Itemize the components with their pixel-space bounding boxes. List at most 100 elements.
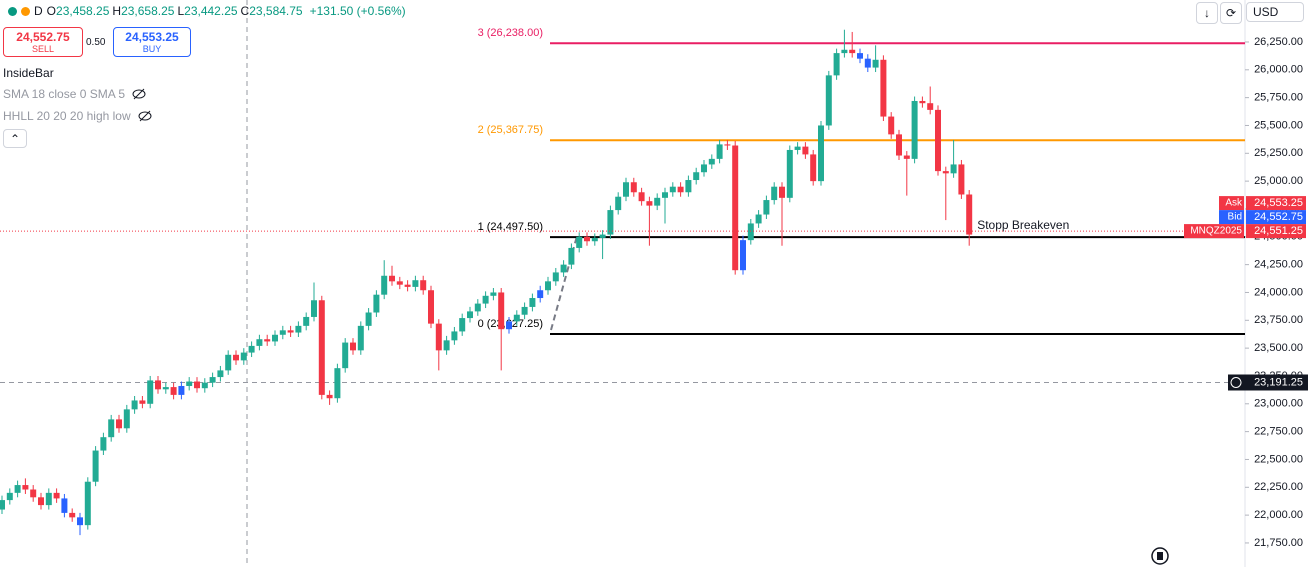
candle-body xyxy=(677,186,684,193)
hidden-icon[interactable] xyxy=(137,109,153,123)
bottom-icon[interactable] xyxy=(1151,547,1169,565)
candle-body xyxy=(833,53,840,76)
y-tick-label: 25,250.00 xyxy=(1254,147,1303,159)
candle-body xyxy=(396,281,403,285)
indicator[interactable]: InsideBar xyxy=(3,66,54,80)
candle-body xyxy=(630,182,637,193)
candle-body xyxy=(116,419,122,429)
candle-body xyxy=(755,214,762,224)
candle-body xyxy=(186,381,193,386)
price-label: 24,553.25 xyxy=(1254,197,1303,209)
candle-body xyxy=(240,352,247,361)
candle-body xyxy=(950,164,957,174)
download-button[interactable]: ↓ xyxy=(1196,2,1218,24)
candle-body xyxy=(802,146,809,155)
candle-body xyxy=(529,298,536,307)
candle-body xyxy=(412,280,419,287)
price-tag-box xyxy=(1219,210,1244,225)
candle-body xyxy=(435,323,442,351)
currency-select[interactable]: USD xyxy=(1246,2,1304,22)
candle-body xyxy=(38,497,44,506)
candle-body xyxy=(506,321,512,330)
collapse-button[interactable]: ⌃ xyxy=(3,129,27,148)
candle-body xyxy=(911,100,918,159)
buy-button[interactable]: 24,553.25 BUY xyxy=(113,27,191,57)
candle-body xyxy=(279,330,286,335)
crosshair-label: 23,191.25 xyxy=(1254,376,1303,388)
ohlc-value: 23,658.25 xyxy=(121,4,175,18)
candle-body xyxy=(201,382,208,389)
candle-body xyxy=(53,492,60,499)
candle-body xyxy=(14,485,21,493)
candle-body xyxy=(693,172,700,181)
candle-body xyxy=(591,237,598,242)
candle-body xyxy=(669,186,676,193)
status-dot xyxy=(8,6,17,16)
candle-body xyxy=(771,186,778,201)
candle-body xyxy=(287,330,294,333)
candle-body xyxy=(162,387,169,390)
interval: D xyxy=(34,4,43,18)
level-label: 1 (24,497.50) xyxy=(478,221,543,233)
ohlc-key: H xyxy=(112,4,122,18)
candle-body xyxy=(45,492,52,506)
candle-body xyxy=(272,334,278,342)
candle-body xyxy=(0,500,5,510)
sell-button[interactable]: 24,552.75 SELL xyxy=(3,27,83,57)
candle-body xyxy=(701,164,707,173)
ohlc-key: L xyxy=(177,4,185,18)
annotation: Stopp Breakeven xyxy=(977,218,1069,232)
price-tag-box xyxy=(1184,224,1244,239)
candle-body xyxy=(958,164,965,195)
candle-body xyxy=(685,180,692,193)
price-label-box xyxy=(1246,224,1306,239)
candle-body xyxy=(326,394,333,399)
y-tick-label: 23,000.00 xyxy=(1254,398,1303,410)
candle-body xyxy=(69,512,76,518)
candle-body xyxy=(740,240,746,271)
y-tick-label: 25,750.00 xyxy=(1254,92,1303,104)
ohlc-value: 23,458.25 xyxy=(56,4,110,18)
y-tick-label: 22,250.00 xyxy=(1254,481,1303,493)
candle-body xyxy=(467,311,473,319)
candle-body xyxy=(521,306,528,315)
price-tag-name: Ask xyxy=(1225,198,1243,209)
spread: 0.50 xyxy=(86,37,106,48)
price-tag-box xyxy=(1219,196,1244,211)
candle-body xyxy=(584,236,590,242)
level-label: 3 (26,238.00) xyxy=(478,27,543,39)
y-tick-label: 22,000.00 xyxy=(1254,509,1303,521)
candle-body xyxy=(420,280,427,291)
price-label: 24,551.25 xyxy=(1254,225,1303,237)
candle-body xyxy=(896,134,902,156)
price-label-box xyxy=(1246,196,1306,211)
indicator[interactable]: HHLL 20 20 20 high low xyxy=(3,109,153,123)
candle-body xyxy=(428,290,434,324)
candle-body xyxy=(638,192,645,202)
indicator-name: SMA 18 close 0 SMA 5 xyxy=(3,87,126,101)
indicator[interactable]: SMA 18 close 0 SMA 5 xyxy=(3,87,147,101)
candle-body xyxy=(942,171,949,174)
candle-body xyxy=(350,342,356,351)
candle-body xyxy=(318,300,325,395)
candle-body xyxy=(123,409,130,429)
ohlc-value: 23,442.25 xyxy=(184,4,238,18)
candle-body xyxy=(779,186,785,198)
indicator-name: InsideBar xyxy=(3,66,54,80)
candle-body xyxy=(708,158,715,165)
crosshair-label-box xyxy=(1228,374,1308,391)
candle-body xyxy=(209,377,216,383)
refresh-button[interactable]: ⟳ xyxy=(1220,2,1242,24)
candle-body xyxy=(576,236,583,248)
candle-body xyxy=(888,116,895,135)
ohlc-key: C xyxy=(240,4,250,18)
candle-body xyxy=(966,194,973,235)
hidden-icon[interactable] xyxy=(131,87,147,101)
y-tick-label: 26,250.00 xyxy=(1254,36,1303,48)
price-label: 24,552.75 xyxy=(1254,211,1303,223)
candle-body xyxy=(357,325,364,351)
candle-body xyxy=(513,314,520,322)
symbol-legend: D O23,458.25 H23,658.25 L23,442.25 C23,584.… xyxy=(8,4,409,18)
candle-body xyxy=(342,342,349,369)
